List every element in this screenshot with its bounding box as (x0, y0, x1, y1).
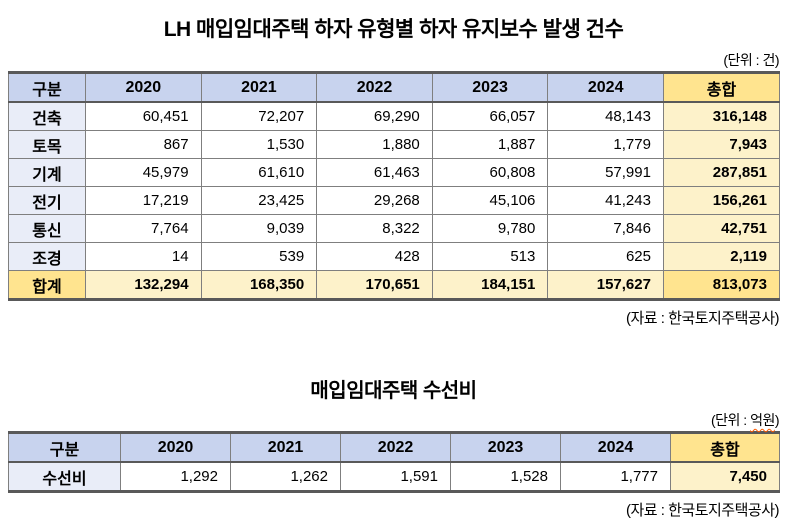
row-label: 기계 (8, 158, 86, 187)
value-cell: 9,780 (431, 214, 549, 243)
column-header-2021: 2021 (230, 432, 341, 463)
value-cell: 625 (547, 242, 664, 271)
table-row-construction: 건축 60,451 72,207 69,290 66,057 48,143 31… (8, 101, 780, 131)
defect-table-source: (자료 : 한국토지주택공사) (626, 310, 780, 327)
table-row-repair-cost: 수선비 1,292 1,262 1,591 1,528 1,777 7,450 (8, 461, 780, 492)
value-cell: 1,528 (450, 461, 561, 492)
row-label: 전기 (8, 186, 86, 215)
table-row-mechanical: 기계 45,979 61,610 61,463 60,808 57,991 28… (8, 158, 780, 187)
row-label: 통신 (8, 214, 86, 243)
grand-total-row: 합계 132,294 168,350 170,651 184,151 157,6… (8, 270, 780, 300)
row-total-cell: 156,261 (662, 186, 780, 215)
column-header-2022: 2022 (340, 432, 451, 463)
value-cell: 8,322 (316, 214, 433, 243)
column-header-gubun: 구분 (8, 72, 86, 103)
row-total-cell: 42,751 (662, 214, 780, 243)
value-cell: 1,292 (120, 461, 231, 492)
value-cell: 23,425 (200, 186, 318, 215)
value-cell: 61,463 (316, 158, 433, 187)
defect-table-title: LH 매입임대주택 하자 유형별 하자 유지보수 발생 건수 (163, 18, 624, 41)
row-label: 건축 (8, 101, 86, 131)
repair-cost-section: 매입임대주택 수선비 (단위 : 억원) 구분 2020 2021 2022 2… (8, 328, 780, 520)
column-header-total: 총합 (662, 72, 780, 103)
column-header-2024: 2024 (560, 432, 671, 463)
total-value-cell: 184,151 (431, 270, 549, 300)
value-cell: 867 (85, 130, 202, 159)
column-header-2023: 2023 (450, 432, 561, 463)
column-header-total: 총합 (670, 432, 780, 463)
value-cell: 14 (85, 242, 202, 271)
value-cell: 513 (431, 242, 549, 271)
table-row-electrical: 전기 17,219 23,425 29,268 45,106 41,243 15… (8, 186, 780, 215)
unit-word-spellcheck: 억원 (750, 412, 775, 428)
column-header-2024: 2024 (547, 72, 664, 103)
row-total-cell: 316,148 (662, 101, 780, 131)
row-total-cell: 7,450 (670, 461, 780, 492)
header-row: 구분 2020 2021 2022 2023 2024 총합 (8, 432, 780, 463)
value-cell: 41,243 (547, 186, 664, 215)
value-cell: 428 (316, 242, 433, 271)
value-cell: 1,887 (431, 130, 549, 159)
value-cell: 61,610 (200, 158, 318, 187)
column-header-2020: 2020 (120, 432, 231, 463)
value-cell: 57,991 (547, 158, 664, 187)
total-value-cell: 132,294 (85, 270, 202, 300)
column-header-2023: 2023 (431, 72, 549, 103)
unit-prefix: (단위 : (710, 412, 751, 428)
value-cell: 29,268 (316, 186, 433, 215)
table-row-landscaping: 조경 14 539 428 513 625 2,119 (8, 242, 780, 271)
total-value-cell: 170,651 (316, 270, 433, 300)
value-cell: 1,530 (200, 130, 318, 159)
value-cell: 1,262 (230, 461, 341, 492)
defect-table-unit-label: (단위 : 건) (723, 52, 779, 68)
value-cell: 60,451 (85, 101, 202, 131)
value-cell: 7,846 (547, 214, 664, 243)
value-cell: 9,039 (200, 214, 318, 243)
value-cell: 1,777 (560, 461, 671, 492)
value-cell: 1,880 (316, 130, 433, 159)
value-cell: 69,290 (316, 101, 433, 131)
table-row-civil: 토목 867 1,530 1,880 1,887 1,779 7,943 (8, 130, 780, 159)
table-row-communication: 통신 7,764 9,039 8,322 9,780 7,846 42,751 (8, 214, 780, 243)
grand-total-cell: 813,073 (662, 270, 780, 300)
total-value-cell: 157,627 (547, 270, 664, 300)
value-cell: 45,979 (85, 158, 202, 187)
value-cell: 1,779 (547, 130, 664, 159)
repair-cost-source: (자료 : 한국토지주택공사) (626, 502, 780, 519)
total-row-label: 합계 (8, 270, 86, 300)
repair-cost-unit-label: (단위 : 억원) (8, 410, 780, 430)
column-header-2020: 2020 (85, 72, 202, 103)
column-header-2021: 2021 (200, 72, 318, 103)
column-header-gubun: 구분 (8, 432, 121, 463)
value-cell: 48,143 (547, 101, 664, 131)
value-cell: 1,591 (340, 461, 451, 492)
row-total-cell: 2,119 (662, 242, 780, 271)
value-cell: 17,219 (85, 186, 202, 215)
row-total-cell: 287,851 (662, 158, 780, 187)
total-value-cell: 168,350 (200, 270, 318, 300)
repair-cost-title: 매입임대주택 수선비 (310, 380, 477, 402)
value-cell: 45,106 (431, 186, 549, 215)
value-cell: 60,808 (431, 158, 549, 187)
row-label: 조경 (8, 242, 86, 271)
value-cell: 72,207 (200, 101, 318, 131)
value-cell: 66,057 (431, 101, 549, 131)
row-total-cell: 7,943 (662, 130, 780, 159)
defect-counts-section: LH 매입임대주택 하자 유형별 하자 유지보수 발생 건수 (단위 : 건) … (8, 0, 780, 328)
row-label: 토목 (8, 130, 86, 159)
defect-counts-table: 구분 2020 2021 2022 2023 2024 총합 건축 60,451… (8, 71, 780, 301)
repair-cost-table: 구분 2020 2021 2022 2023 2024 총합 수선비 1,292… (8, 431, 780, 493)
row-label: 수선비 (8, 461, 121, 492)
value-cell: 539 (200, 242, 318, 271)
column-header-2022: 2022 (316, 72, 433, 103)
value-cell: 7,764 (85, 214, 202, 243)
header-row: 구분 2020 2021 2022 2023 2024 총합 (8, 72, 780, 103)
unit-suffix: ) (774, 412, 780, 428)
